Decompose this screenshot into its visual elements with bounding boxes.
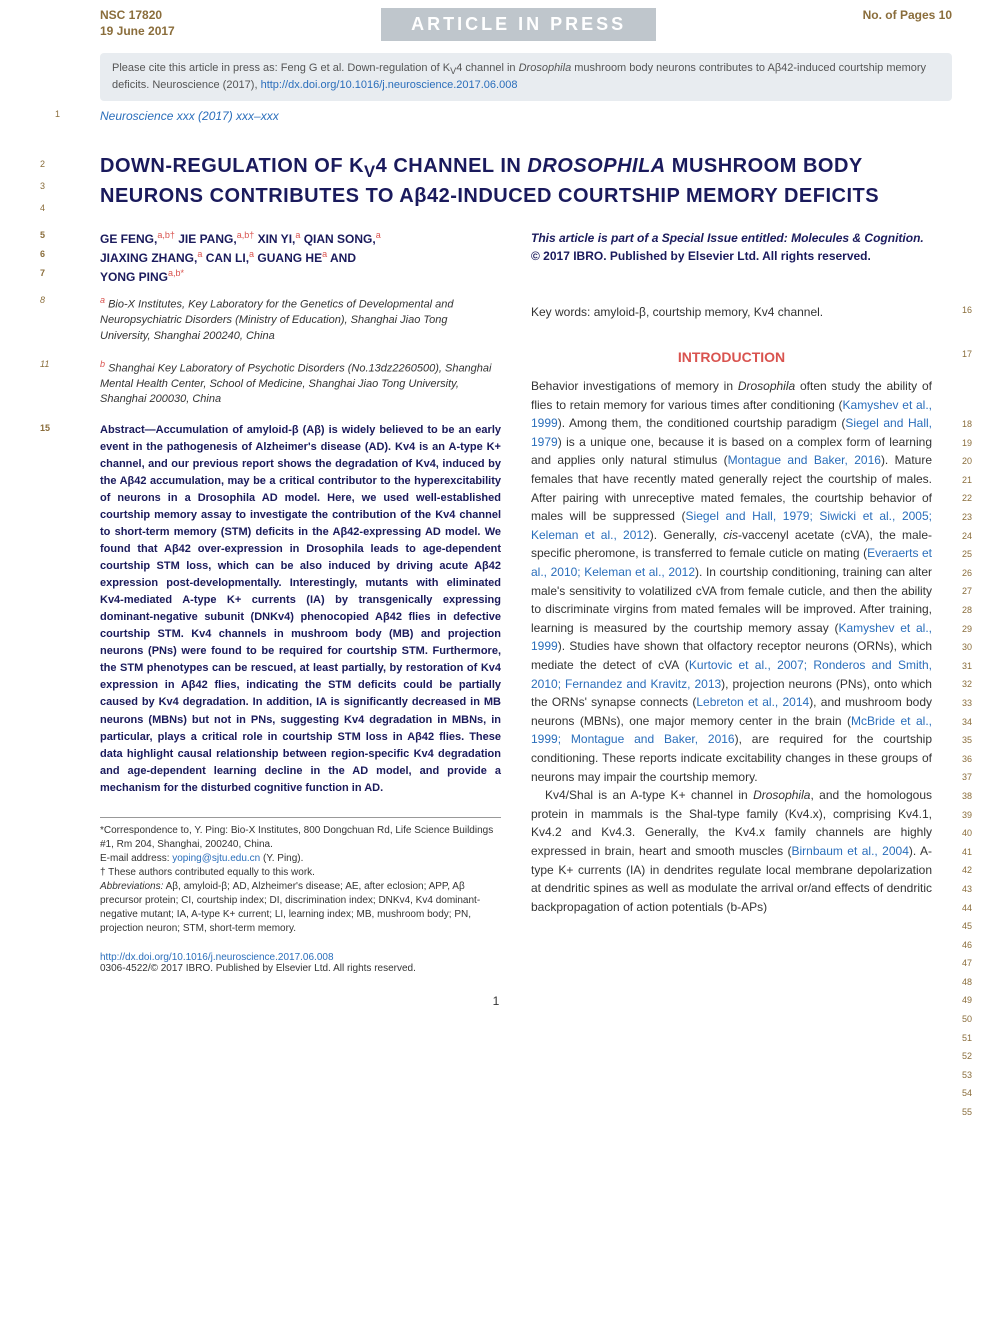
- ref-link[interactable]: Montague and Baker, 2016: [728, 453, 881, 467]
- page-number: 1: [0, 994, 992, 1028]
- line-number: 35: [962, 731, 972, 750]
- citation-box: Please cite this article in press as: Fe…: [100, 53, 952, 101]
- citation-text: Please cite this article in press as: Fe…: [112, 62, 926, 91]
- keywords-block: 16 Key words: amyloid-β, courtship memor…: [531, 305, 932, 319]
- line-number: 19: [962, 434, 972, 453]
- line-number: 8: [40, 294, 45, 307]
- email-line: E-mail address: yoping@sjtu.edu.cn (Y. P…: [100, 852, 501, 866]
- paragraph-2: Kv4/Shal is an A-type K+ channel in Dros…: [531, 786, 932, 916]
- authors-block: 5 GE FENG,a,b† JIE PANG,a,b† XIN YI,a QI…: [100, 229, 501, 286]
- line-number: 5: [40, 229, 45, 243]
- header-date: 19 June 2017: [100, 24, 175, 38]
- line-number: 40: [962, 824, 972, 843]
- line-number: 25: [962, 545, 972, 564]
- line-number: 31: [962, 657, 972, 676]
- line-number: 45: [962, 917, 972, 936]
- line-number: 20: [962, 452, 972, 471]
- line-number: 6: [40, 248, 45, 262]
- line-number: 26: [962, 564, 972, 583]
- line-number: 52: [962, 1047, 972, 1066]
- line-number: 32: [962, 675, 972, 694]
- line-number: 51: [962, 1029, 972, 1048]
- line-number: 33: [962, 694, 972, 713]
- keywords-text: amyloid-β, courtship memory, Kv4 channel…: [594, 305, 823, 319]
- header-left: NSC 17820 19 June 2017: [100, 8, 175, 40]
- line-number: 55: [962, 1103, 972, 1122]
- line-number: 23: [962, 508, 972, 527]
- line-number: 41: [962, 843, 972, 862]
- equal-contribution-note: † These authors contributed equally to t…: [100, 866, 501, 880]
- line-number: 15: [40, 422, 50, 436]
- header-bar: NSC 17820 19 June 2017 ARTICLE IN PRESS …: [0, 0, 992, 45]
- line-number: 11: [40, 358, 49, 371]
- abstract-block: 15 Abstract—Accumulation of amyloid-β (A…: [100, 422, 501, 797]
- line-number: 39: [962, 806, 972, 825]
- line-number: 38: [962, 787, 972, 806]
- doi-block: http://dx.doi.org/10.1016/j.neuroscience…: [100, 952, 501, 974]
- line-number: 22: [962, 489, 972, 508]
- line-number: 4: [40, 197, 45, 219]
- line-number: 21: [962, 471, 972, 490]
- introduction-body: Behavior investigations of memory in Dro…: [531, 377, 932, 916]
- line-number: 50: [962, 1010, 972, 1029]
- introduction-heading: INTRODUCTION: [531, 349, 932, 365]
- right-line-numbers: 1819202122232425262728293031323334353637…: [962, 415, 972, 1122]
- special-issue-note: This article is part of a Special Issue …: [531, 229, 932, 265]
- citation-doi-link[interactable]: http://dx.doi.org/10.1016/j.neuroscience…: [261, 79, 518, 91]
- line-number: 34: [962, 713, 972, 732]
- affiliation-b: 11 b Shanghai Key Laboratory of Psychoti…: [100, 358, 501, 408]
- affiliation-a: 8 a Bio-X Institutes, Key Laboratory for…: [100, 294, 501, 344]
- line-number: 29: [962, 620, 972, 639]
- line-number: 16: [962, 305, 972, 315]
- journal-reference: Neuroscience xxx (2017) xxx–xxx: [100, 109, 952, 123]
- line-number: 24: [962, 527, 972, 546]
- email-link[interactable]: yoping@sjtu.edu.cn: [172, 853, 260, 864]
- line-number: 28: [962, 601, 972, 620]
- line-number: 7: [40, 267, 45, 281]
- line-number: 17: [962, 349, 972, 359]
- line-number: 36: [962, 750, 972, 769]
- line-number: 30: [962, 638, 972, 657]
- line-number: 2: [40, 153, 45, 175]
- abbreviations-note: Abbreviations: Aβ, amyloid-β; AD, Alzhei…: [100, 880, 501, 936]
- page-count: No. of Pages 10: [863, 8, 952, 22]
- line-number: 37: [962, 768, 972, 787]
- article-title: DOWN-REGULATION OF KV4 CHANNEL IN DROSOP…: [100, 153, 932, 209]
- ref-link[interactable]: Lebreton et al., 2014: [696, 695, 809, 709]
- correspondence-note: *Correspondence to, Y. Ping: Bio-X Insti…: [100, 824, 501, 852]
- right-column: This article is part of a Special Issue …: [531, 229, 932, 974]
- nsc-id: NSC 17820: [100, 8, 175, 22]
- line-number: 18: [962, 415, 972, 434]
- line-number: 44: [962, 899, 972, 918]
- line-number: 1: [40, 109, 60, 119]
- ref-link[interactable]: Birnbaum et al., 2004: [792, 844, 909, 858]
- article-in-press-banner: ARTICLE IN PRESS: [381, 8, 656, 41]
- two-column-layout: 5 GE FENG,a,b† JIE PANG,a,b† XIN YI,a QI…: [100, 229, 932, 974]
- copyright-line: 0306-4522/© 2017 IBRO. Published by Else…: [100, 963, 416, 974]
- line-number: 49: [962, 991, 972, 1010]
- title-block: 2 3 4 DOWN-REGULATION OF KV4 CHANNEL IN …: [100, 153, 932, 209]
- line-number: 27: [962, 582, 972, 601]
- line-number: 3: [40, 175, 45, 197]
- doi-link[interactable]: http://dx.doi.org/10.1016/j.neuroscience…: [100, 952, 334, 963]
- abstract-text: Accumulation of amyloid-β (Aβ) is widely…: [100, 424, 501, 794]
- keywords-label: Key words:: [531, 305, 594, 319]
- left-column: 5 GE FENG,a,b† JIE PANG,a,b† XIN YI,a QI…: [100, 229, 501, 974]
- line-number: 43: [962, 880, 972, 899]
- line-number: 48: [962, 973, 972, 992]
- line-number: 53: [962, 1066, 972, 1085]
- footnotes-block: *Correspondence to, Y. Ping: Bio-X Insti…: [100, 817, 501, 936]
- line-number: 46: [962, 936, 972, 955]
- line-number: 47: [962, 954, 972, 973]
- line-number: 54: [962, 1084, 972, 1103]
- line-number: 42: [962, 861, 972, 880]
- abstract-label: Abstract—: [100, 424, 156, 436]
